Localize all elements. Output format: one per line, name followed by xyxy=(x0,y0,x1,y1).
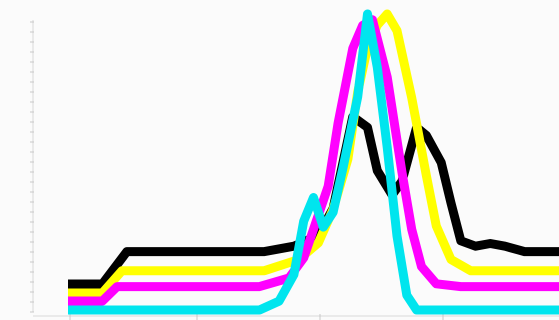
series-magenta-line xyxy=(68,15,559,306)
axes xyxy=(30,20,559,320)
plot-area xyxy=(68,9,559,315)
series-cyan-line xyxy=(68,9,559,315)
